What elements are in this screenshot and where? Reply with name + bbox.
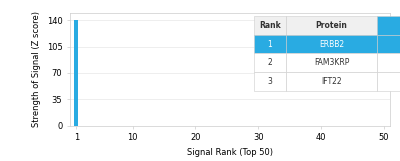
FancyBboxPatch shape [377, 35, 400, 53]
FancyBboxPatch shape [254, 72, 286, 91]
FancyBboxPatch shape [377, 16, 400, 35]
Text: 2: 2 [268, 58, 272, 67]
Text: 3: 3 [268, 77, 272, 86]
Bar [74, 20, 78, 126]
Text: Rank: Rank [259, 21, 281, 30]
FancyBboxPatch shape [286, 35, 377, 53]
Text: ERBB2: ERBB2 [319, 40, 344, 49]
Text: 1: 1 [268, 40, 272, 49]
FancyBboxPatch shape [377, 72, 400, 91]
FancyBboxPatch shape [254, 35, 286, 53]
FancyBboxPatch shape [377, 53, 400, 72]
Text: Protein: Protein [316, 21, 348, 30]
Y-axis label: Strength of Signal (Z score): Strength of Signal (Z score) [32, 11, 41, 127]
Text: IFT22: IFT22 [321, 77, 342, 86]
FancyBboxPatch shape [286, 16, 377, 35]
FancyBboxPatch shape [254, 53, 286, 72]
Text: FAM3KRP: FAM3KRP [314, 58, 349, 67]
FancyBboxPatch shape [286, 72, 377, 91]
X-axis label: Signal Rank (Top 50): Signal Rank (Top 50) [187, 148, 273, 157]
FancyBboxPatch shape [254, 16, 286, 35]
FancyBboxPatch shape [286, 53, 377, 72]
